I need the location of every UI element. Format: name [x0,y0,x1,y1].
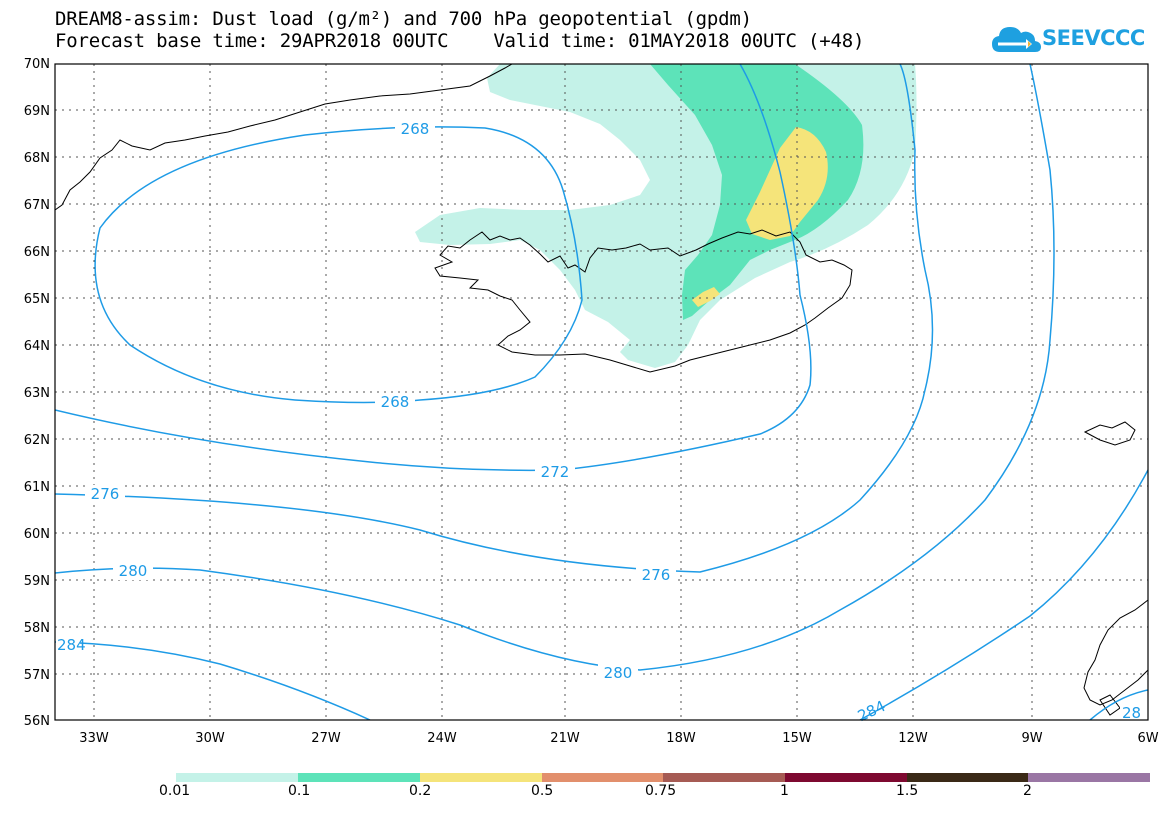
dust-area-0.2-south [692,287,720,307]
logo-text: SEEVCCC [1042,26,1145,50]
colorbar-swatch [1028,773,1150,782]
seevccc-logo: SEEVCCC [990,20,1165,60]
lat-label: 66N [24,245,50,260]
colorbar-swatch [298,773,420,782]
coastlines [55,64,1148,716]
colorbar-swatch [176,773,298,782]
cloud-icon [992,27,1041,52]
lon-label: 33W [79,731,109,746]
lat-label: 57N [24,668,50,683]
contour-label: 280 [119,562,148,580]
contour-268-closed [94,126,583,404]
contour-label: 284 [57,636,86,654]
lat-label: 63N [24,386,50,401]
colorbar-swatch [785,773,907,782]
map-frame [54,63,1149,721]
lon-label: 30W [195,731,225,746]
lat-label: 69N [24,104,50,119]
lat-label: 59N [24,574,50,589]
contour-label: 272 [541,463,570,481]
contour-272 [55,409,561,472]
lat-label: 64N [24,339,50,354]
lat-label: 70N [24,57,50,72]
coast-faroe [1083,421,1136,446]
lon-label: 21W [550,731,580,746]
lon-label: 15W [782,731,812,746]
colorbar-label: 0.75 [645,783,677,799]
lon-label: 27W [311,731,341,746]
longitude-labels: 33W 30W 27W 24W 21W 18W 15W 12W 9W 6W [79,731,1158,746]
contour-label: 276 [91,485,120,503]
dust-area-0.2-north [746,127,828,240]
contour-284-right [859,469,1148,720]
lat-label: 56N [24,714,50,729]
coast-scotland [1083,599,1148,706]
colorbar-label: 2 [1023,783,1032,799]
lat-label: 67N [24,198,50,213]
contour-label: 284 [855,697,889,725]
lat-label: 58N [24,621,50,636]
colorbar-swatch [542,773,663,782]
lat-label: 60N [24,527,50,542]
lon-label: 18W [666,731,696,746]
contour-label: 280 [604,664,633,682]
colorbar-label: 0.1 [288,783,311,799]
lon-label: 24W [427,731,457,746]
lat-label: 62N [24,433,50,448]
latitude-labels: 70N 69N 68N 67N 66N 65N 64N 63N 62N 61N … [24,57,50,729]
geopotential-contours [55,64,1148,720]
dust-field [415,64,917,368]
contour-label: 276 [642,566,671,584]
colorbar [176,773,1150,782]
contour-label: 28 [1122,704,1141,722]
colorbar-label: 0.01 [159,783,191,799]
colorbar-swatch [907,773,1028,782]
lon-label: 9W [1021,731,1042,746]
lon-label: 6W [1137,731,1158,746]
lat-label: 61N [24,480,50,495]
colorbar-swatch [420,773,542,782]
contour-276-left [55,64,934,573]
contour-label: 268 [381,393,410,411]
coast-greenland [55,64,513,211]
contour-288 [1089,689,1148,720]
colorbar-label: 1 [780,783,789,799]
lat-label: 68N [24,151,50,166]
colorbar-label: 1.5 [896,783,919,799]
colorbar-swatch [663,773,785,782]
lat-label: 65N [24,292,50,307]
dust-area-0.1 [650,64,864,320]
map-title-line-1: DREAM8-assim: Dust load (g/m²) and 700 h… [55,8,752,30]
lon-label: 12W [898,731,928,746]
colorbar-label: 0.2 [409,783,432,799]
colorbar-label: 0.5 [531,783,554,799]
coast-iceland [434,229,853,373]
contour-284-left [55,641,371,720]
contour-280 [55,64,1055,671]
graticule [55,64,1148,720]
contour-268-east [559,64,812,471]
map-title-line-2: Forecast base time: 29APR2018 00UTC Vali… [55,30,865,52]
contour-label: 268 [401,120,430,138]
